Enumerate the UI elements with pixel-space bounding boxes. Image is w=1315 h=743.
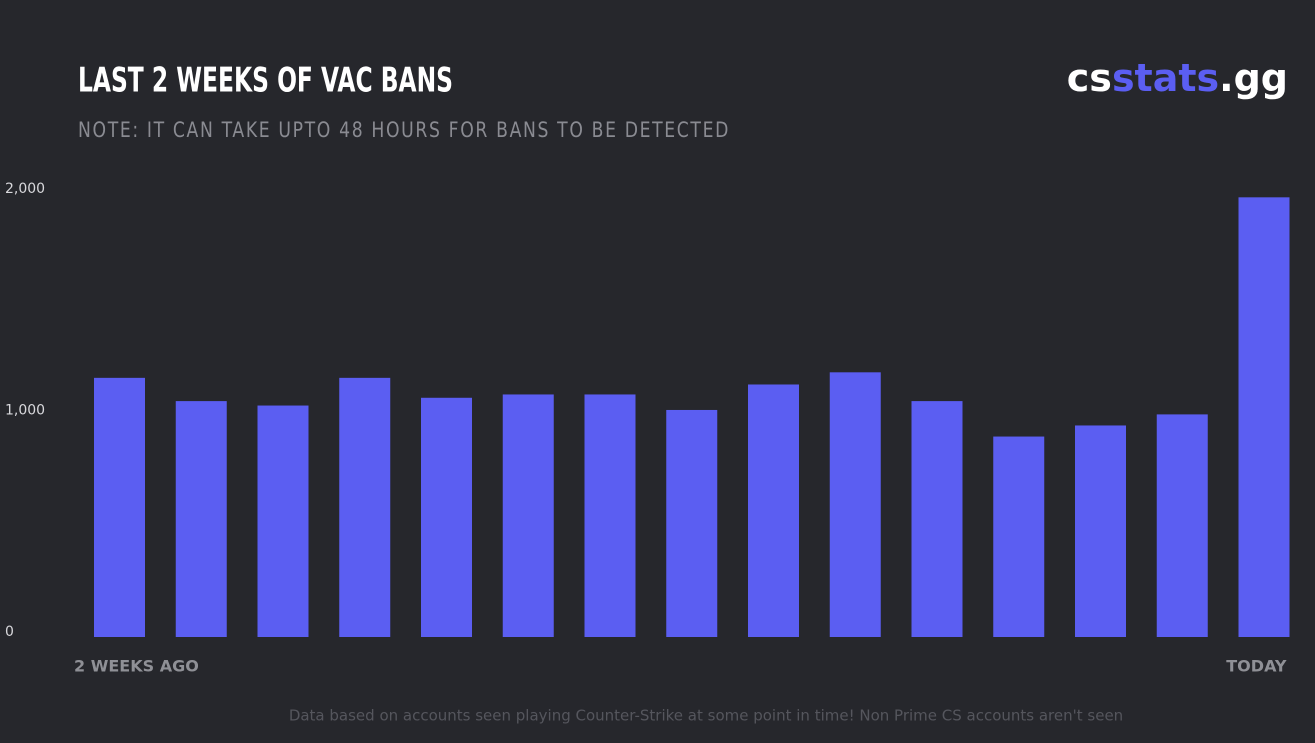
brand-part: .gg [1219, 56, 1288, 100]
bar [829, 372, 881, 637]
bar [911, 401, 963, 637]
brand-part: stats [1112, 56, 1219, 100]
x-tick-label: TODAY [1226, 657, 1287, 676]
brand-part: cs [1067, 56, 1112, 100]
bar [993, 436, 1045, 637]
footnote: Data based on accounts seen playing Coun… [289, 707, 1123, 725]
bar [339, 377, 391, 637]
bar [502, 394, 554, 637]
bar [1238, 197, 1290, 637]
bar [748, 384, 799, 637]
chart-subtitle: NOTE: IT CAN TAKE UPTO 48 HOURS FOR BANS… [78, 118, 730, 142]
bar [1075, 425, 1126, 637]
y-tick-label: 1,000 [5, 403, 45, 419]
bar [175, 401, 227, 637]
bar [421, 397, 472, 637]
y-tick-label: 2,000 [5, 181, 45, 197]
bar [1156, 414, 1208, 637]
x-tick-label: 2 WEEKS AGO [74, 657, 199, 676]
bar [257, 405, 309, 637]
bar [666, 409, 718, 637]
y-tick-label: 0 [5, 624, 14, 640]
brand-logo: csstats.gg [1067, 56, 1288, 100]
bar [584, 394, 636, 637]
chart-title: LAST 2 WEEKS OF VAC BANS [78, 61, 453, 101]
bar [94, 377, 145, 637]
